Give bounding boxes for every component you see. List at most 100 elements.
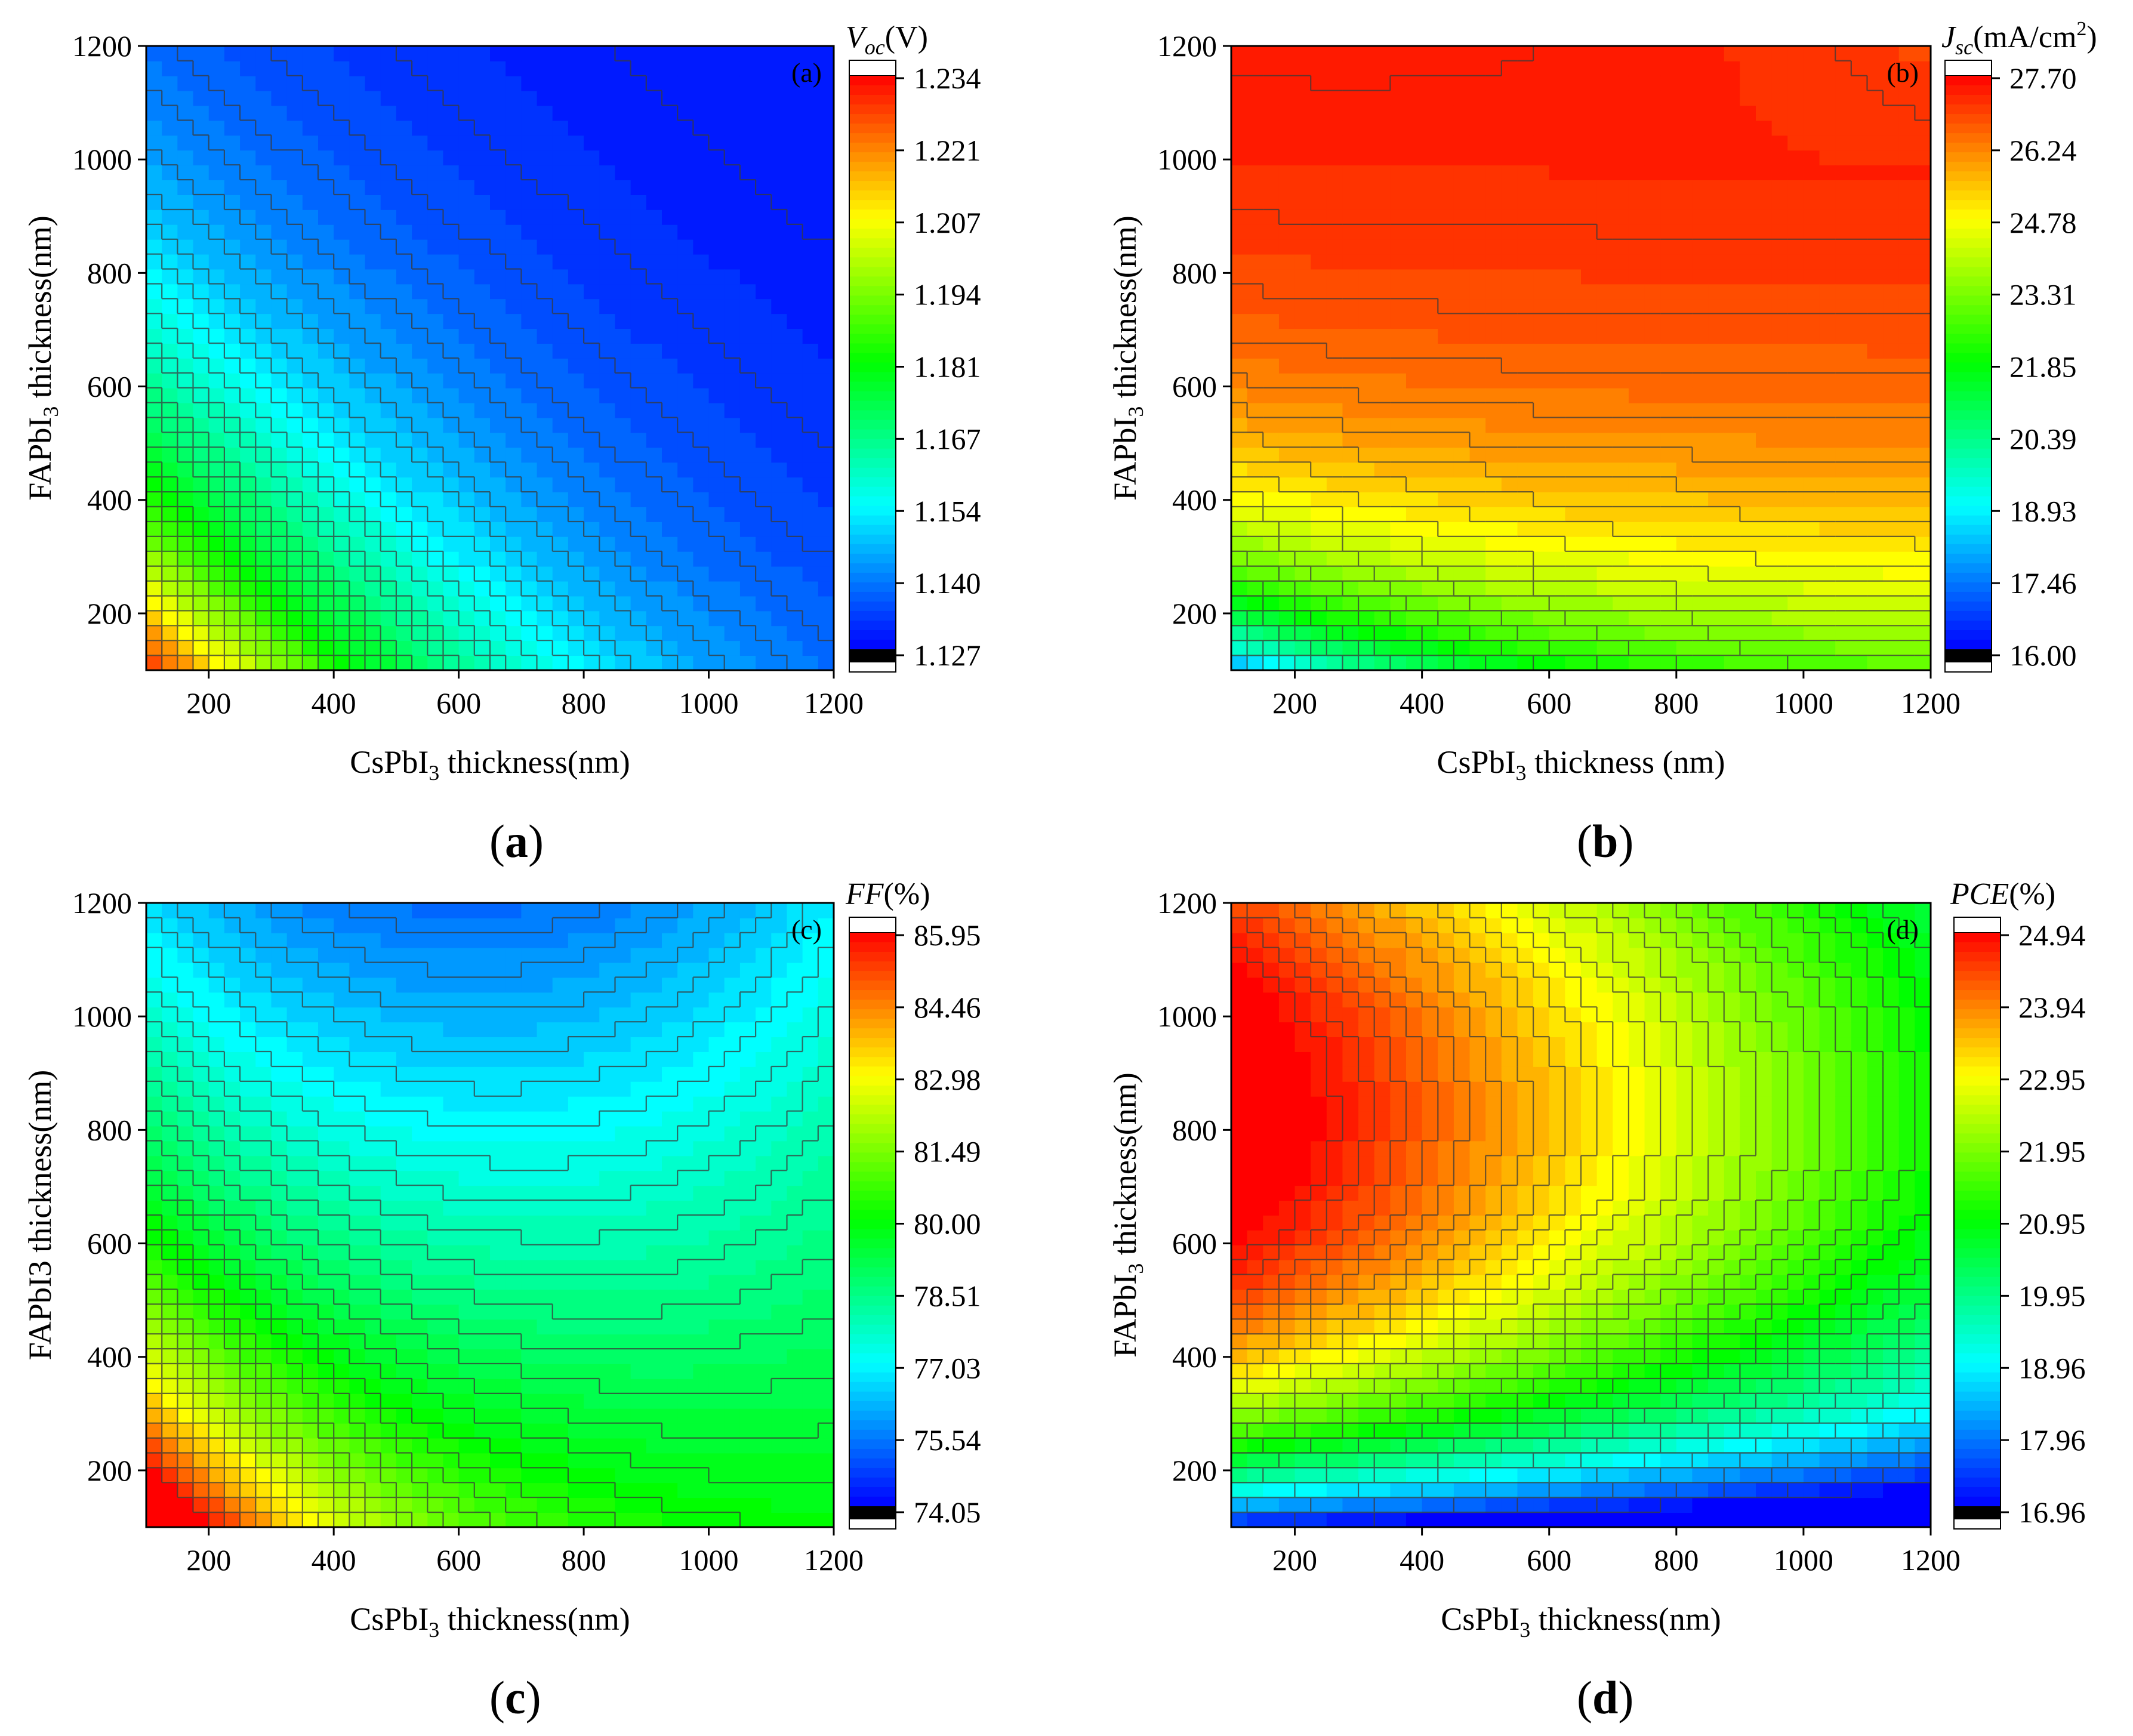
heatmap-cell [208,947,225,963]
heatmap-cell [193,492,209,507]
heatmap-cell [162,150,178,166]
heatmap-cell [255,1408,272,1424]
heatmap-cell [771,46,788,61]
heatmap-cell [443,402,460,418]
heatmap-cell [646,521,662,537]
contour-line [146,149,725,670]
heatmap-cell [193,992,209,1008]
heatmap-cell [1851,372,1868,388]
heatmap-cell [286,239,303,255]
heatmap-cell [162,1111,178,1127]
heatmap-cell [1533,372,1550,388]
heatmap-cell [458,1497,475,1513]
heatmap-cell [1358,402,1375,418]
heatmap-cell [490,992,507,1008]
heatmap-cell [1596,507,1614,522]
heatmap-cell [474,1319,491,1335]
heatmap-cell [177,1423,194,1439]
heatmap-cell [1898,358,1916,374]
heatmap-cell [802,254,819,270]
heatmap-cell [146,903,163,918]
heatmap-cell [193,1393,209,1409]
heatmap-cell [646,105,662,121]
heatmap-cell [490,1497,507,1513]
heatmap-cell [318,254,335,270]
heatmap-cell [1676,507,1693,522]
heatmap-cell [318,209,335,225]
heatmap-cell [1517,387,1534,403]
heatmap-cell [490,1423,507,1439]
heatmap-cell [1247,328,1264,344]
heatmap-cell [162,372,178,388]
heatmap-cell [1740,581,1756,597]
heatmap-cell [521,135,538,151]
heatmap-cell [1644,46,1662,61]
heatmap-cell [1326,165,1343,181]
heatmap-cell [1867,432,1884,448]
heatmap-cell [365,90,381,106]
contour-line [146,461,381,670]
heatmap-cell [1294,135,1312,151]
heatmap-cell [1533,462,1550,478]
heatmap-cell [1771,640,1789,656]
heatmap-cell [255,1140,272,1157]
heatmap-cell [318,581,335,597]
heatmap-cell [365,135,381,151]
heatmap-cell [490,947,507,963]
heatmap-cell [224,343,241,359]
heatmap-cell [412,1140,429,1157]
heatmap-cell [240,1007,257,1023]
heatmap-cell [318,150,335,166]
heatmap-cell [1501,462,1518,478]
heatmap-cell [1628,521,1645,537]
heatmap-cell [1342,135,1359,151]
heatmap-cell [1708,358,1725,374]
heatmap-cell [1581,180,1598,195]
heatmap-cell [302,581,319,597]
heatmap-cell [1390,165,1407,181]
heatmap-cell [146,1467,163,1484]
heatmap-cell [490,1022,507,1038]
heatmap-cell [787,180,803,195]
heatmap-cell [1278,135,1296,151]
heatmap-cell [1469,165,1487,181]
colorbar-segment [1945,124,1992,134]
heatmap-cell [255,1096,272,1112]
heatmap-cell [396,46,412,61]
colorbar-segment [1945,620,1992,631]
heatmap-cell [615,283,631,300]
heatmap-cell [1708,180,1725,195]
heatmap-cell [1756,417,1773,433]
heatmap-cell [1613,655,1629,671]
heatmap-cell [240,1126,257,1142]
heatmap-cell [490,1126,507,1142]
heatmap-cell [240,1423,257,1439]
heatmap-cell [646,417,662,433]
heatmap-cell [1533,521,1550,537]
heatmap-cell [1311,432,1327,448]
heatmap-cell [1565,224,1582,240]
colorbar-segment [1945,257,1992,268]
heatmap-cell [1247,610,1264,627]
heatmap-cell [1390,283,1407,300]
heatmap-cell [584,462,600,478]
heatmap-cell [162,417,178,433]
heatmap-cell [1581,432,1598,448]
heatmap-cell [739,477,756,493]
heatmap-cell [412,1155,429,1171]
heatmap-cell [474,625,491,642]
x-tick-label: 800 [562,686,606,720]
heatmap-cell [1803,165,1820,181]
heatmap-cell [146,387,163,403]
heatmap-cell [271,1244,288,1260]
heatmap-cell [193,165,209,181]
heatmap-cell [255,581,272,597]
heatmap-cell [568,536,584,552]
heatmap-cell [208,581,225,597]
heatmap-cell [458,417,475,433]
heatmap-cell [1485,60,1502,76]
heatmap-cell [505,432,522,448]
heatmap-cell [739,536,756,552]
heatmap-cell [396,1482,412,1498]
heatmap-cell [443,432,460,448]
